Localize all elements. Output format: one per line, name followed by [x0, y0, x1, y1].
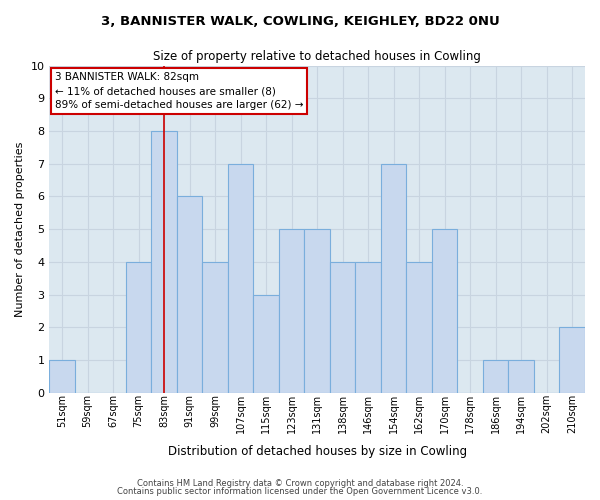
Bar	[253, 294, 279, 392]
Text: 3 BANNISTER WALK: 82sqm
← 11% of detached houses are smaller (8)
89% of semi-det: 3 BANNISTER WALK: 82sqm ← 11% of detache…	[55, 72, 303, 110]
Bar	[483, 360, 508, 392]
Text: 3, BANNISTER WALK, COWLING, KEIGHLEY, BD22 0NU: 3, BANNISTER WALK, COWLING, KEIGHLEY, BD…	[101, 15, 499, 28]
Bar	[279, 229, 304, 392]
Y-axis label: Number of detached properties: Number of detached properties	[15, 142, 25, 317]
Bar	[508, 360, 534, 392]
Text: Contains public sector information licensed under the Open Government Licence v3: Contains public sector information licen…	[118, 487, 482, 496]
Bar	[177, 196, 202, 392]
X-axis label: Distribution of detached houses by size in Cowling: Distribution of detached houses by size …	[167, 444, 467, 458]
Bar	[151, 131, 177, 392]
Bar	[49, 360, 75, 392]
Bar	[330, 262, 355, 392]
Text: Contains HM Land Registry data © Crown copyright and database right 2024.: Contains HM Land Registry data © Crown c…	[137, 478, 463, 488]
Bar	[355, 262, 381, 392]
Bar	[381, 164, 406, 392]
Bar	[202, 262, 228, 392]
Title: Size of property relative to detached houses in Cowling: Size of property relative to detached ho…	[153, 50, 481, 63]
Bar	[304, 229, 330, 392]
Bar	[559, 327, 585, 392]
Bar	[432, 229, 457, 392]
Bar	[228, 164, 253, 392]
Bar	[126, 262, 151, 392]
Bar	[406, 262, 432, 392]
